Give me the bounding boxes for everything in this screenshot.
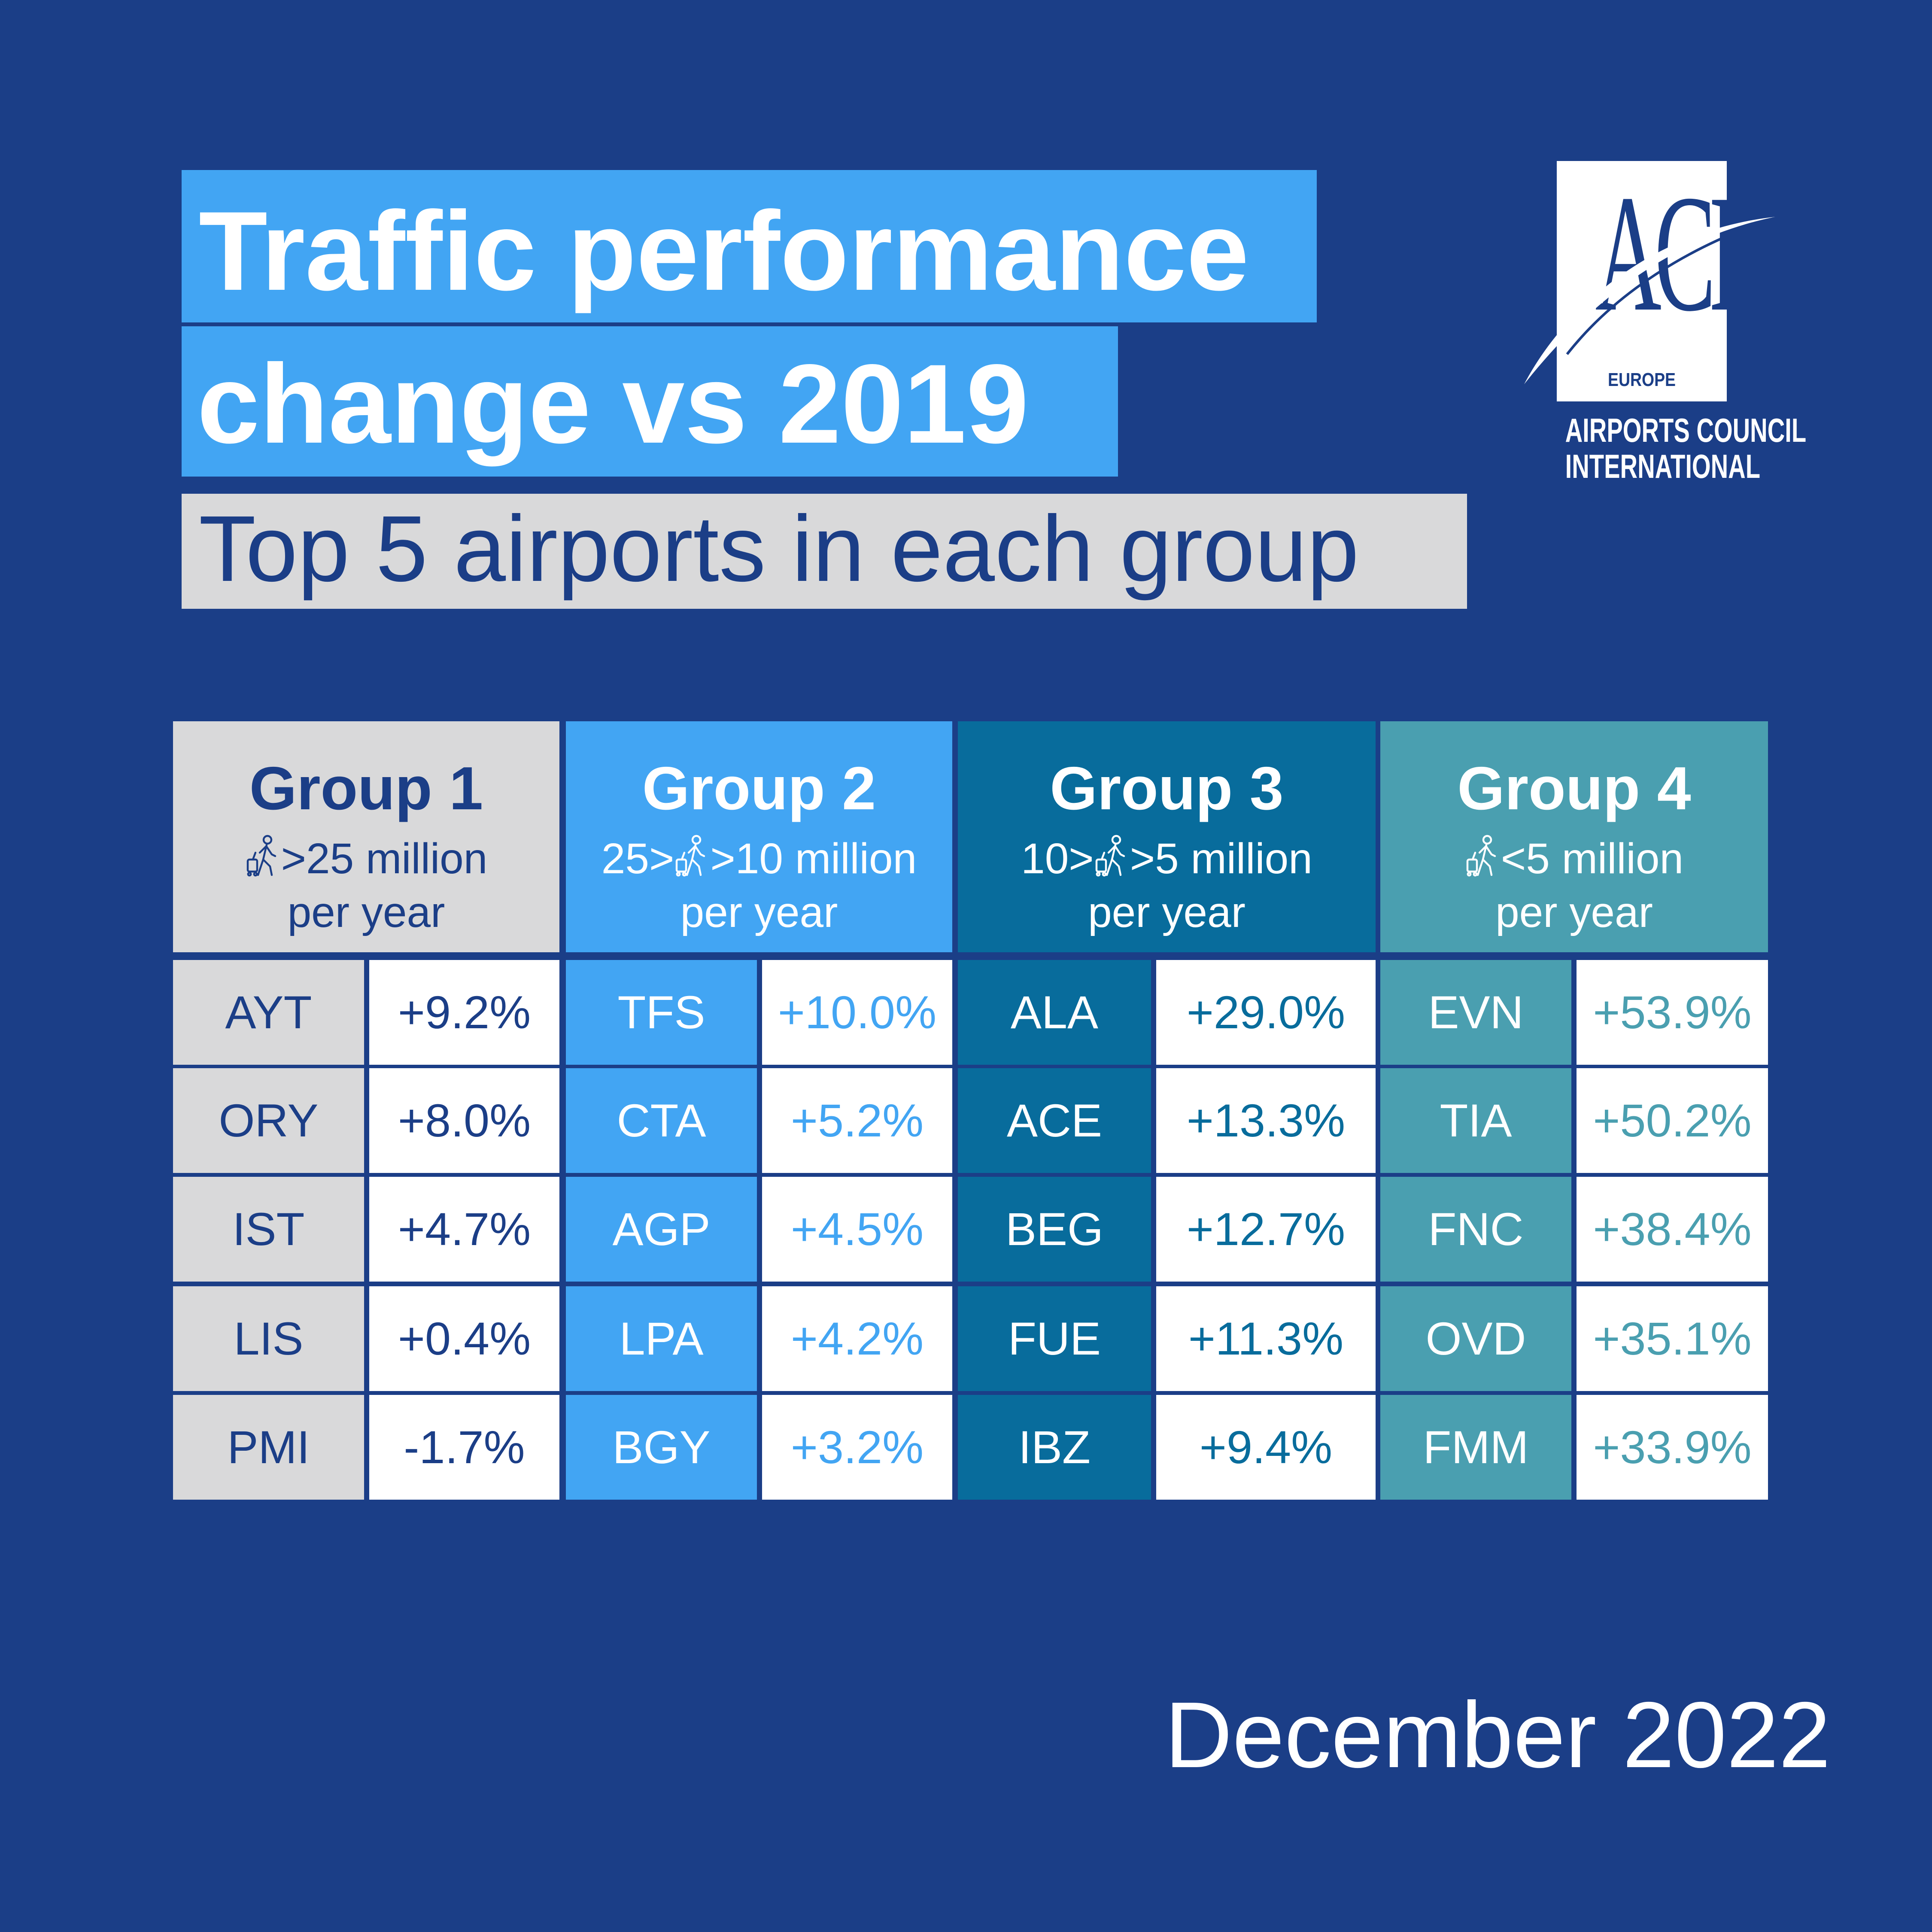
change-value-cell: +4.7%	[369, 1177, 559, 1282]
range-suffix: >5 million	[1130, 835, 1312, 883]
airport-code-cell: TIA	[1380, 1068, 1571, 1173]
change-value-cell: +4.2%	[762, 1286, 952, 1391]
airport-code-cell: AYT	[173, 960, 364, 1065]
group-range: 10> >5 million	[958, 834, 1376, 880]
change-value-cell: +33.9%	[1577, 1395, 1768, 1500]
change-value-cell: +3.2%	[762, 1395, 952, 1500]
traveler-icon	[1095, 835, 1125, 877]
group-name: Group 1	[249, 754, 483, 823]
traveler-icon	[245, 835, 281, 883]
airport-code-cell: BEG	[958, 1177, 1151, 1282]
airport-code-cell: IBZ	[958, 1395, 1151, 1500]
change-value-cell: +0.4%	[369, 1286, 559, 1391]
airport-code-cell: FNC	[1380, 1177, 1571, 1282]
change-value-cell: +5.2%	[762, 1068, 952, 1173]
airport-code-cell: LPA	[566, 1286, 757, 1391]
group-per-year: per year	[287, 888, 445, 936]
airport-code-cell: BGY	[566, 1395, 757, 1500]
change-value-cell: +11.3%	[1156, 1286, 1376, 1391]
range-suffix: <5 million	[1501, 835, 1684, 883]
title-line-1: Traffic performance	[182, 170, 1317, 322]
group-header-3: Group 3 10> >5 million per year	[958, 721, 1376, 952]
change-value-cell: +29.0%	[1156, 960, 1376, 1065]
range-prefix: 25>	[601, 835, 674, 883]
airport-code-cell: TFS	[566, 960, 757, 1065]
subtitle: Top 5 airports in each group	[182, 494, 1467, 609]
group-name: Group 2	[642, 754, 876, 823]
group-per-year: per year	[680, 888, 838, 936]
airport-code-cell: IST	[173, 1177, 364, 1282]
group-range: 25> >10 million	[566, 834, 952, 880]
range-suffix: >10 million	[710, 835, 917, 883]
logo-region: EUROPE	[1608, 369, 1676, 390]
change-value-cell: +35.1%	[1577, 1286, 1768, 1391]
airport-code-cell: EVN	[1380, 960, 1571, 1065]
airport-code-cell: ACE	[958, 1068, 1151, 1173]
change-value-cell: +4.5%	[762, 1177, 952, 1282]
airport-code-cell: FUE	[958, 1286, 1151, 1391]
traveler-icon	[676, 835, 705, 877]
group-header-4: Group 4 <5 million per year	[1380, 721, 1768, 952]
traveler-icon	[1466, 835, 1496, 877]
airport-code-cell: LIS	[173, 1286, 364, 1391]
change-value-cell: +9.2%	[369, 960, 559, 1065]
group-name: Group 3	[1050, 754, 1284, 823]
airport-code-cell: OVD	[1380, 1286, 1571, 1391]
change-value-cell: +8.0%	[369, 1068, 559, 1173]
logo-swoosh-icon	[1524, 217, 1775, 384]
change-value-cell: +53.9%	[1577, 960, 1768, 1065]
change-value-cell: +50.2%	[1577, 1068, 1768, 1173]
logo-name-line-1: AIRPORTS COUNCIL	[1565, 411, 1807, 449]
logo-name-line-2: INTERNATIONAL	[1565, 447, 1761, 485]
traveler-icon	[1465, 835, 1501, 883]
airport-code-cell: AGP	[566, 1177, 757, 1282]
range-prefix: 10>	[1021, 835, 1094, 883]
group-per-year: per year	[1495, 888, 1653, 936]
airport-code-cell: ALA	[958, 960, 1151, 1065]
range-suffix: >25 million	[281, 835, 488, 883]
logo-name: AIRPORTS COUNCIL INTERNATIONAL	[1565, 411, 1807, 485]
airport-code-cell: PMI	[173, 1395, 364, 1500]
group-header-1: Group 1 >25 million per year	[173, 721, 559, 952]
change-value-cell: +38.4%	[1577, 1177, 1768, 1282]
traveler-icon	[1094, 835, 1130, 883]
airport-code-cell: ORY	[173, 1068, 364, 1173]
title-line-2: change vs 2019	[182, 326, 1118, 477]
group-name: Group 4	[1457, 754, 1691, 823]
change-value-cell: +13.3%	[1156, 1068, 1376, 1173]
change-value-cell: +10.0%	[762, 960, 952, 1065]
traveler-icon	[246, 835, 276, 877]
report-date: December 2022	[1164, 1683, 1831, 1787]
group-header-2: Group 2 25> >10 million per year	[566, 721, 952, 952]
change-value-cell: +9.4%	[1156, 1395, 1376, 1500]
group-range: <5 million	[1380, 834, 1768, 880]
change-value-cell: -1.7%	[369, 1395, 559, 1500]
traveler-icon	[674, 835, 710, 883]
aci-europe-logo: ACI EUROPE AIRPORTS COUNCIL INTERNATIONA…	[1516, 161, 1807, 487]
group-per-year: per year	[1088, 888, 1245, 936]
group-range: >25 million	[173, 834, 559, 880]
change-value-cell: +12.7%	[1156, 1177, 1376, 1282]
airport-code-cell: FMM	[1380, 1395, 1571, 1500]
airport-code-cell: CTA	[566, 1068, 757, 1173]
